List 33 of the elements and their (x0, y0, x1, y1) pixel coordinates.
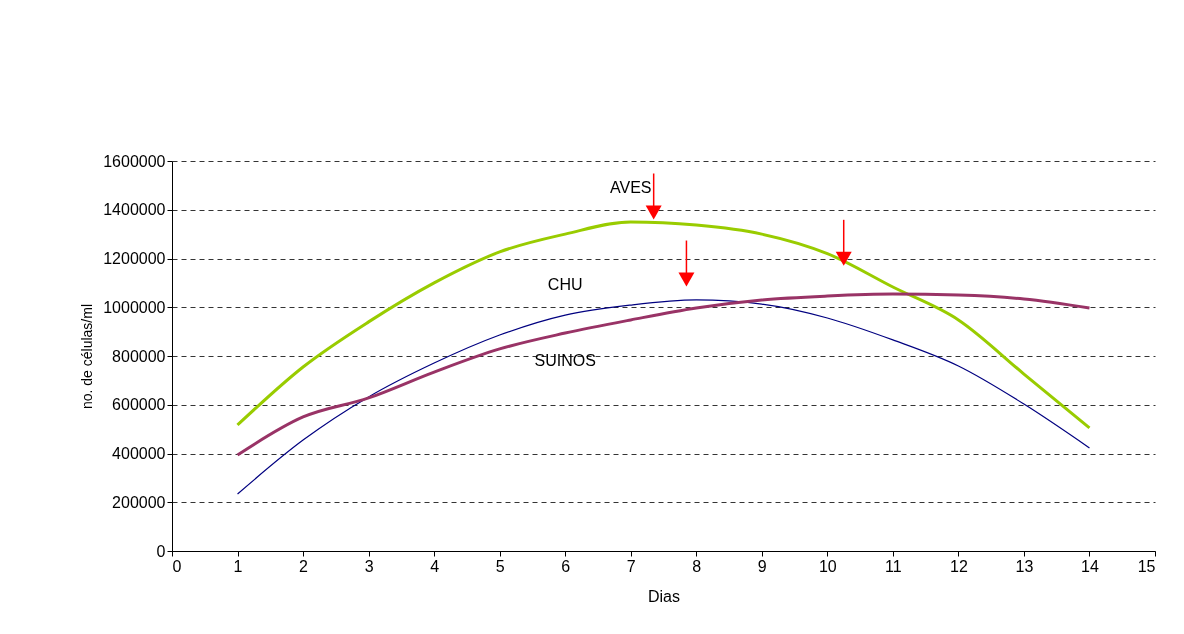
x-tick-label: 5 (495, 557, 505, 575)
y-axis-title: no. de células/ml (79, 303, 96, 410)
series-label: CHU (547, 276, 583, 294)
series-label: AVES (609, 178, 652, 196)
y-tick-label: 0 (156, 542, 166, 560)
x-tick-label: 4 (430, 557, 440, 575)
x-tick-label: 3 (364, 557, 374, 575)
x-tick-label: 7 (626, 557, 636, 575)
line-series (236, 299, 1091, 495)
y-tick-label: 1600000 (103, 152, 166, 170)
y-tick-label: 1400000 (103, 201, 166, 219)
x-tick-label: 12 (950, 557, 968, 575)
y-tick-label: 1200000 (103, 250, 166, 267)
x-tick-label: 9 (757, 557, 767, 575)
x-tick-label: 11 (885, 557, 902, 575)
x-tick-label: 2 (299, 557, 309, 575)
y-tick-label: 600000 (112, 396, 166, 414)
x-tick-label: 10 (818, 557, 837, 575)
x-tick-label: 15 (1137, 557, 1156, 575)
x-tick-label: 8 (692, 557, 702, 575)
x-tick-label: 0 (172, 557, 182, 575)
y-tick-label: 200000 (112, 493, 166, 511)
y-tick-label: 400000 (112, 445, 166, 462)
line-series (236, 292, 1091, 457)
x-tick-label: 1 (233, 557, 243, 575)
y-tick-label: 1000000 (103, 298, 166, 316)
x-tick-label: 6 (561, 557, 571, 575)
x-axis-title: Dias (647, 587, 681, 605)
line-series (236, 220, 1091, 430)
series-label: SUINOS (534, 352, 596, 370)
y-tick-label: 800000 (112, 347, 166, 365)
x-tick-label: 14 (1081, 557, 1099, 575)
x-tick-label: 13 (1015, 557, 1034, 575)
